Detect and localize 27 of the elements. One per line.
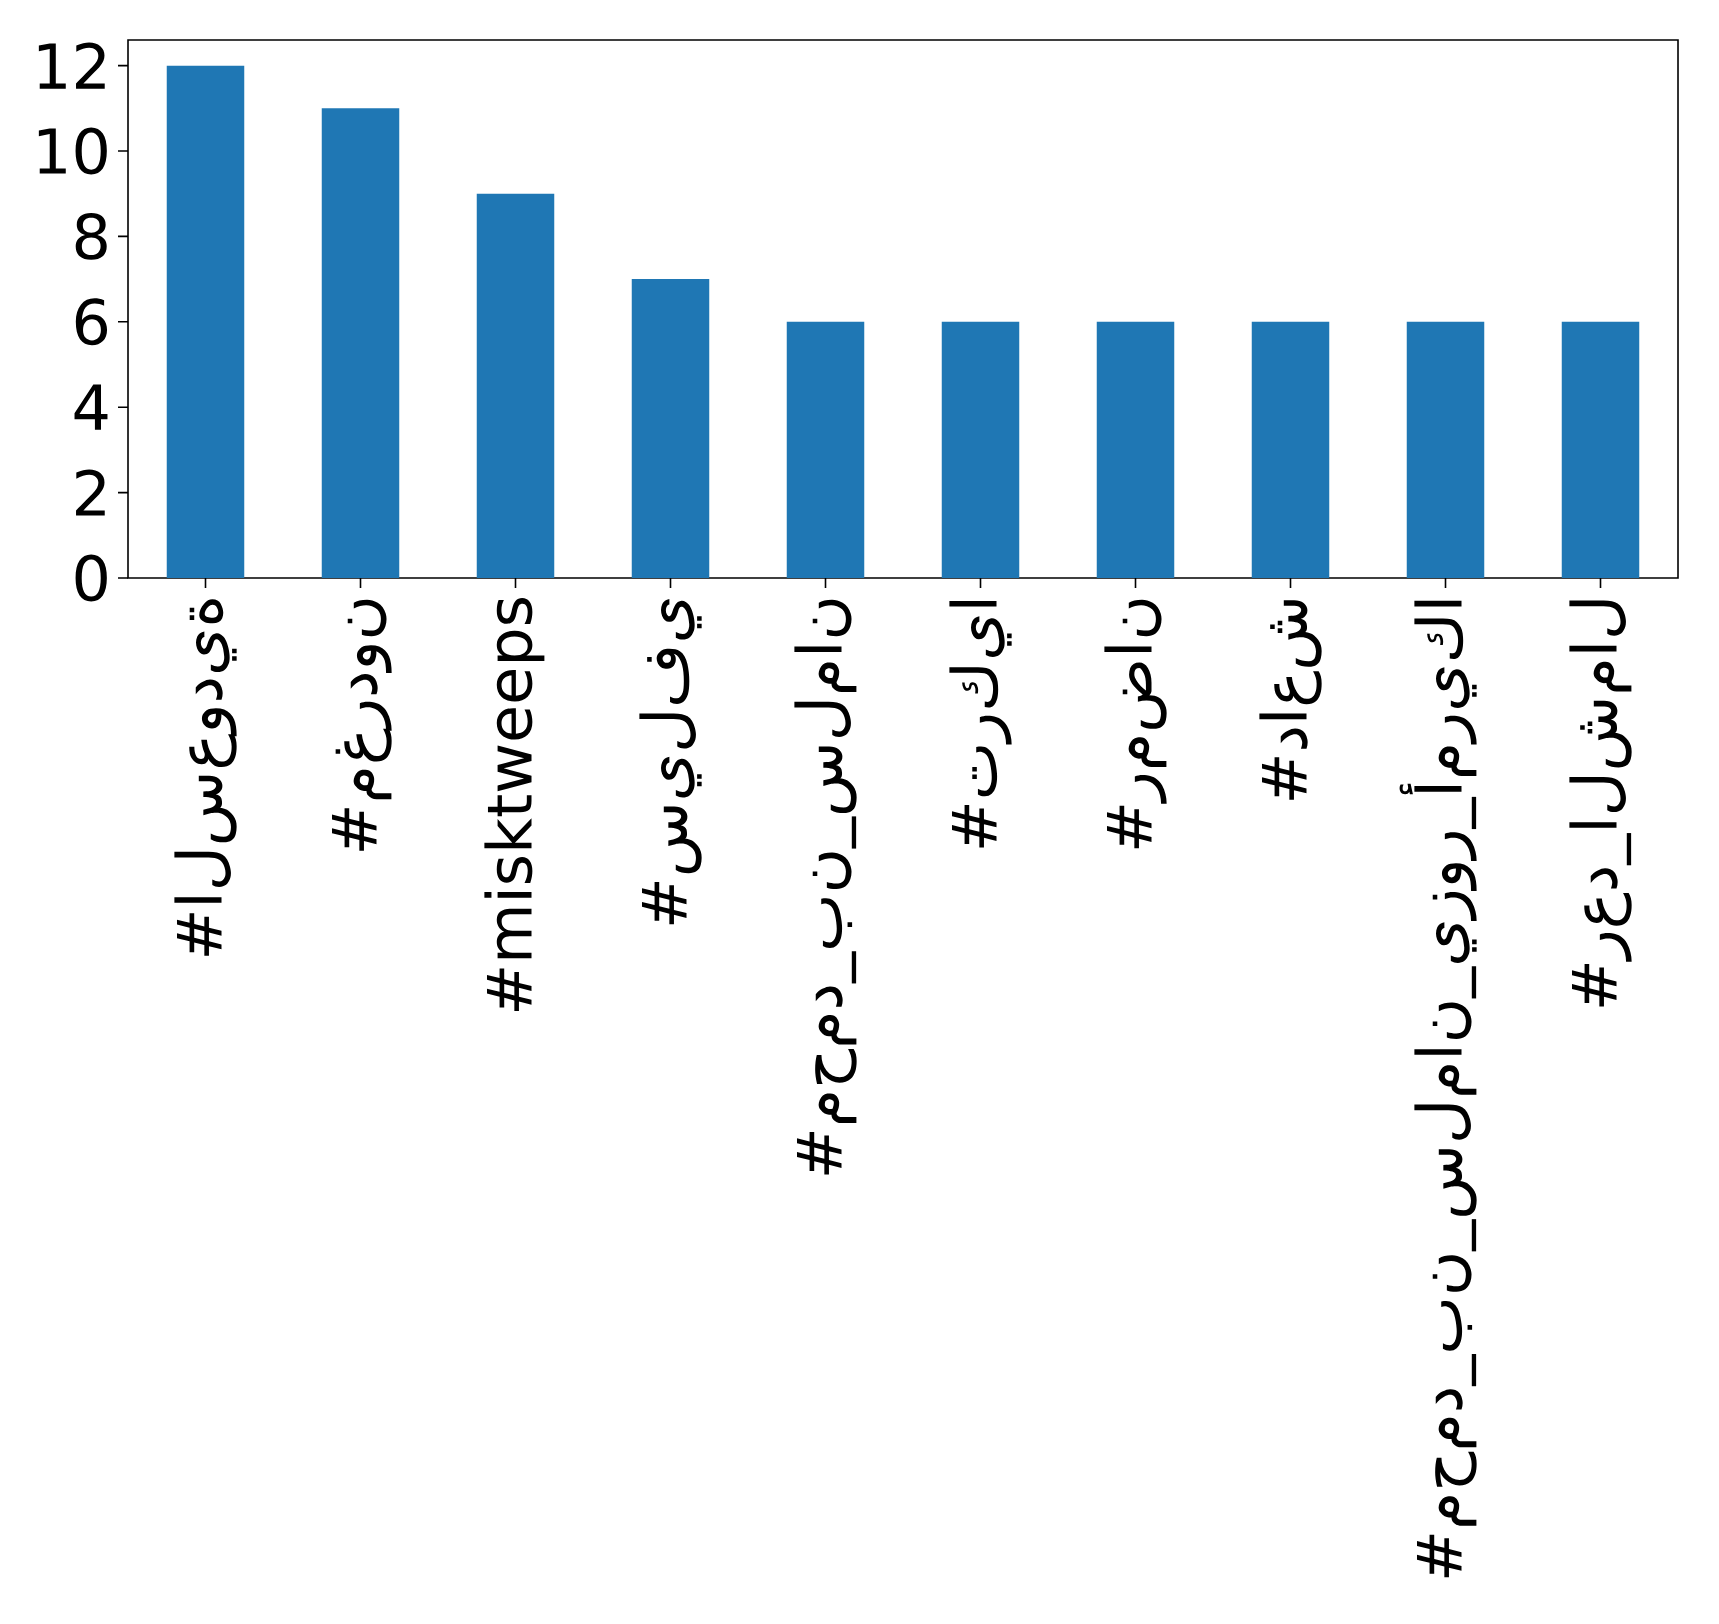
bar [941, 321, 1020, 579]
x-tick-label: #misktweeps [484, 598, 545, 1012]
bar [1561, 321, 1640, 579]
y-tick-label: 6 [75, 298, 108, 346]
bar [1251, 321, 1330, 579]
y-tick-label: 10 [38, 127, 107, 175]
y-tick-label: 4 [74, 384, 108, 430]
bar [1406, 321, 1485, 579]
x-tick-label: #محمد_بن_سلمان [794, 599, 857, 1175]
y-tick-label: 2 [76, 469, 105, 516]
bar [166, 65, 245, 579]
x-tick-label: #رمضان [1104, 599, 1167, 849]
bar [321, 108, 400, 579]
x-tick-label: #السعودية [174, 599, 237, 956]
x-tick-label: #محمد_بن_سلمان_يزور_أمريكا [1399, 600, 1477, 1578]
bar [631, 279, 710, 579]
x-tick-label: #مغردون [331, 599, 392, 851]
bar [1096, 321, 1175, 579]
x-tick-label: #سيلفي [639, 598, 702, 925]
y-tick-label: 0 [75, 554, 107, 602]
x-tick-label: #داعش [1259, 600, 1322, 800]
bar [476, 193, 555, 579]
x-tick-label: #رعد_الشمال [1569, 600, 1632, 1007]
y-tick-label: 12 [38, 42, 105, 89]
bar [786, 321, 865, 579]
y-tick-label: 8 [75, 212, 107, 260]
x-tick-label: #تركيا [949, 600, 1012, 848]
